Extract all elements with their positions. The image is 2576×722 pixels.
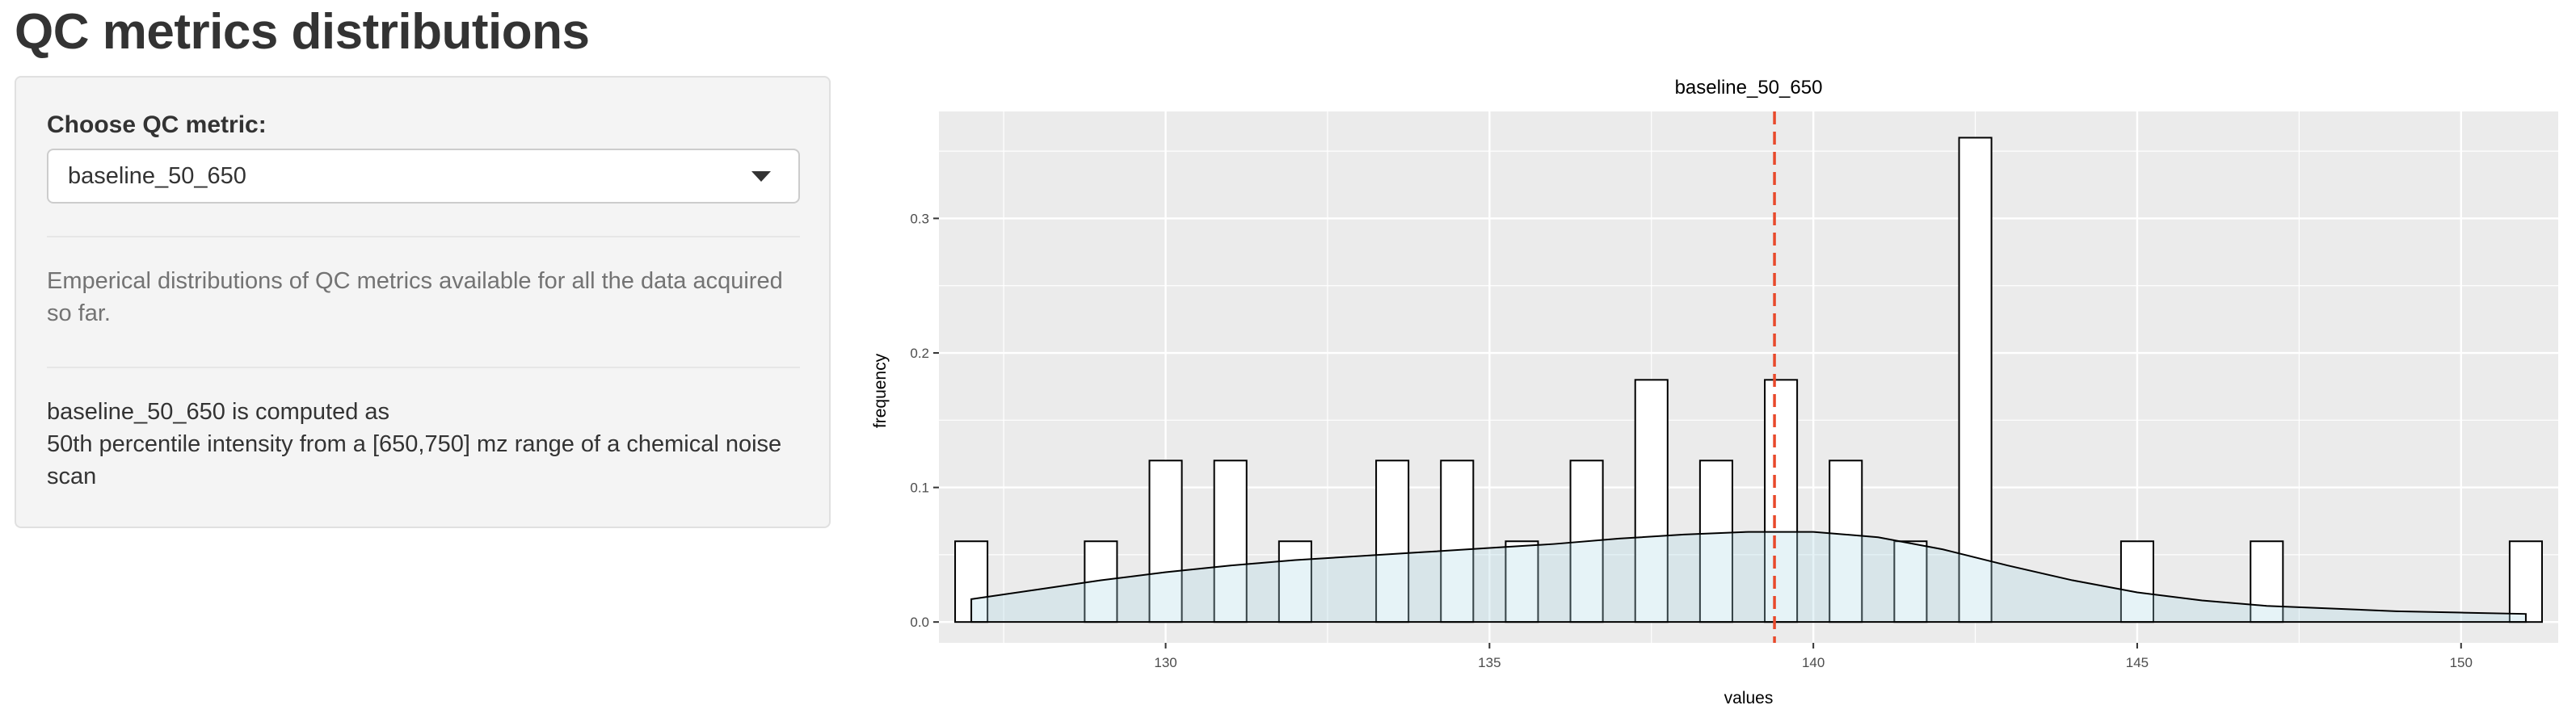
metrics-description: Emperical distributions of QC metrics av… — [47, 268, 783, 326]
metric-computed-as: baseline_50_650 is computed as — [47, 399, 390, 425]
histogram-bar — [1893, 540, 1928, 623]
divider — [47, 236, 800, 237]
histogram-bar — [1764, 379, 1799, 623]
metric-info: baseline_50_650 is computed as 50th perc… — [47, 396, 806, 493]
metric-select-label: Choose QC metric: — [47, 111, 267, 138]
x-tick-label: 135 — [1478, 655, 1501, 670]
x-tick-label: 130 — [1154, 655, 1176, 670]
y-tick-label: 0.3 — [910, 211, 929, 226]
histogram-bar — [1277, 540, 1312, 623]
x-tick-label: 145 — [2126, 655, 2149, 670]
histogram-bar — [1958, 136, 1993, 623]
y-axis-label: frequency — [871, 353, 890, 428]
y-tick-label: 0.2 — [910, 346, 929, 361]
histogram-bar — [1440, 460, 1475, 623]
density-curve — [970, 531, 2527, 623]
chart-title: baseline_50_650 — [1675, 77, 1823, 99]
x-tick-label: 140 — [1802, 655, 1825, 670]
histogram-chart: baseline_50_650 130 135 140 145 150 0.0 0.1 0.2… — [871, 77, 2558, 707]
y-tick-label: 0.0 — [910, 615, 929, 630]
histogram-bar — [1148, 460, 1183, 623]
chevron-down-icon[interactable] — [751, 171, 771, 182]
histogram-bar — [2119, 540, 2155, 623]
y-tick-label: 0.1 — [910, 481, 929, 496]
page-title: QC metrics distributions — [15, 4, 590, 60]
metric-select-value: baseline_50_650 — [68, 163, 246, 189]
histogram-bar — [1213, 460, 1248, 623]
x-tick-label: 150 — [2450, 655, 2473, 670]
x-axis-label: values — [1724, 689, 1774, 707]
histogram-bar — [2250, 540, 2284, 623]
divider — [47, 367, 800, 368]
histogram-bar — [1829, 460, 1863, 623]
sidebar-panel: Choose QC metric: baseline_50_650 Emperi… — [15, 76, 831, 528]
metric-select[interactable]: baseline_50_650 — [47, 149, 800, 204]
metric-computed-detail: 50th percentile intensity from a [650,75… — [47, 431, 782, 489]
histogram-bar — [1698, 460, 1733, 623]
histogram-bar — [2508, 540, 2543, 623]
